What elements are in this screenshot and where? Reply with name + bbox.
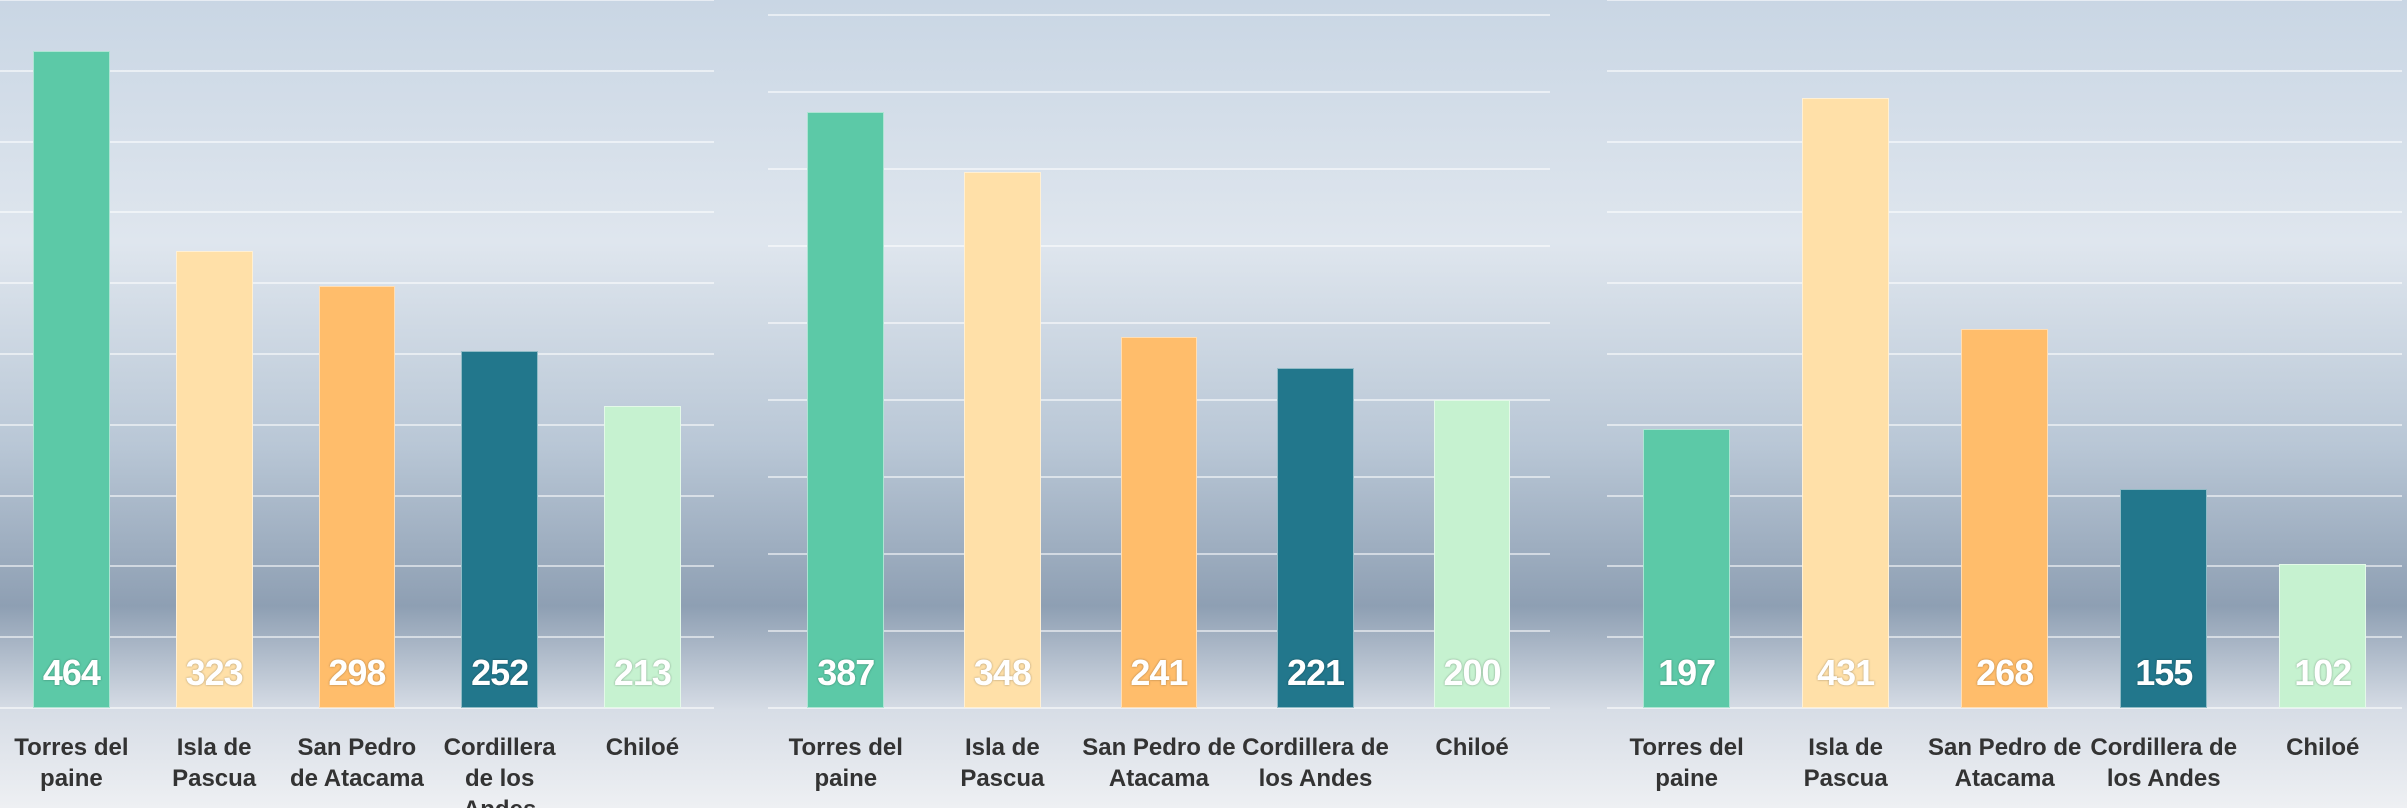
grid-line	[0, 282, 714, 285]
grid-line	[0, 140, 714, 143]
grid-line	[0, 69, 714, 72]
value-label: 348	[973, 652, 1032, 693]
value-label: 268	[1976, 652, 2034, 693]
bar	[461, 351, 539, 708]
bar	[175, 250, 253, 708]
bar	[807, 112, 885, 708]
value-label: 241	[1130, 652, 1188, 693]
category-label: Torres del paine	[788, 734, 903, 792]
bar	[2279, 563, 2367, 708]
value-label: 464	[42, 652, 101, 693]
category-label: Cordillera de los Andes	[1242, 734, 1389, 792]
grid-line	[1607, 0, 2403, 1]
bar	[963, 172, 1041, 708]
category-label: Torres del paine	[14, 734, 129, 792]
value-label: 387	[817, 652, 875, 693]
value-label: 298	[328, 652, 386, 693]
grid-line	[1607, 211, 2403, 214]
grid-line	[1607, 707, 2403, 709]
value-label: 221	[1286, 652, 1345, 693]
bar	[1277, 367, 1354, 708]
category-label: Isla de Pascua	[172, 734, 257, 792]
category-label: Chiloé	[605, 734, 680, 761]
category-label: San Pedro de Atacama	[289, 734, 424, 792]
grid-line	[767, 14, 1551, 17]
grid-line	[767, 245, 1551, 248]
grid-line	[1607, 140, 2403, 143]
grid-line	[1607, 282, 2403, 285]
value-label: 431	[1817, 652, 1875, 693]
grid-line	[767, 322, 1551, 325]
value-label: 197	[1658, 652, 1716, 693]
grid-line	[767, 707, 1551, 709]
grid-line	[0, 0, 714, 1]
grid-line	[767, 91, 1551, 94]
category-label: Isla de Pascua	[960, 734, 1045, 792]
value-label: 200	[1443, 652, 1502, 693]
category-label: San Pedro de Atacama	[1082, 734, 1236, 792]
grid-line	[1607, 69, 2403, 72]
value-label: 213	[613, 652, 672, 693]
category-label: San Pedro de Atacama	[1928, 734, 2082, 792]
bar	[33, 50, 110, 708]
category-label: Chiloé	[2286, 734, 2360, 761]
grid-line	[0, 707, 714, 709]
grid-line	[0, 211, 714, 214]
bar	[318, 286, 396, 708]
bar	[1801, 97, 1890, 708]
value-label: 252	[471, 652, 529, 693]
category-label: Cordillera de los Andes	[443, 734, 556, 808]
bar	[2119, 488, 2208, 708]
bar	[1642, 429, 1731, 708]
bar	[1120, 337, 1198, 708]
category-label: Isla de Pascua	[1803, 734, 1888, 792]
value-label: 102	[2294, 652, 2352, 693]
category-label: Chiloé	[1435, 734, 1509, 761]
value-label: 155	[2135, 652, 2193, 693]
grid-line	[767, 168, 1551, 171]
category-label: Cordillera de los Andes	[2090, 734, 2238, 792]
bar	[1960, 328, 2049, 708]
bar	[1433, 400, 1511, 708]
category-label: Torres del paine	[1629, 734, 1744, 792]
bar	[604, 406, 681, 708]
value-label: 323	[185, 652, 244, 693]
